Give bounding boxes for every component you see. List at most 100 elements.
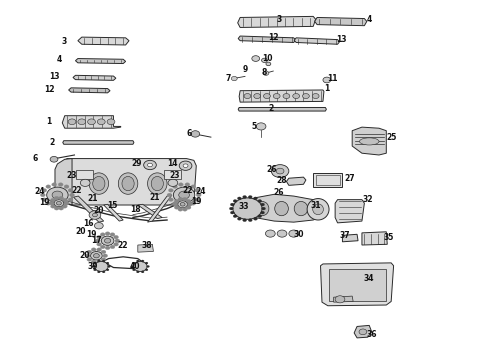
Text: 24: 24 xyxy=(195,187,205,196)
Circle shape xyxy=(42,189,47,192)
Circle shape xyxy=(40,193,45,197)
Circle shape xyxy=(169,189,173,192)
Polygon shape xyxy=(147,195,172,222)
Polygon shape xyxy=(352,127,386,155)
Circle shape xyxy=(147,163,152,167)
Circle shape xyxy=(262,58,268,63)
Circle shape xyxy=(178,208,183,211)
Circle shape xyxy=(49,202,54,205)
Circle shape xyxy=(195,198,200,202)
Circle shape xyxy=(191,202,196,205)
Circle shape xyxy=(185,204,190,207)
Circle shape xyxy=(132,269,135,271)
Text: 32: 32 xyxy=(363,195,373,204)
Circle shape xyxy=(92,265,95,267)
Circle shape xyxy=(93,213,98,217)
Text: 38: 38 xyxy=(141,240,152,249)
Circle shape xyxy=(108,265,111,267)
Circle shape xyxy=(183,164,188,167)
Circle shape xyxy=(253,197,257,200)
Circle shape xyxy=(115,239,120,243)
Circle shape xyxy=(42,198,47,202)
Polygon shape xyxy=(294,38,340,44)
Text: 12: 12 xyxy=(44,85,54,94)
Ellipse shape xyxy=(255,202,269,216)
Circle shape xyxy=(178,197,183,201)
Circle shape xyxy=(62,204,67,208)
Circle shape xyxy=(52,191,63,199)
Circle shape xyxy=(59,207,64,210)
Circle shape xyxy=(50,157,58,162)
Circle shape xyxy=(54,196,59,200)
Text: 2: 2 xyxy=(269,104,274,113)
Circle shape xyxy=(273,94,280,99)
Circle shape xyxy=(104,238,111,243)
Text: 23: 23 xyxy=(169,171,180,180)
Circle shape xyxy=(106,262,109,264)
Polygon shape xyxy=(315,18,367,26)
Circle shape xyxy=(229,207,233,210)
Text: 20: 20 xyxy=(75,227,86,236)
Circle shape xyxy=(114,243,119,246)
Polygon shape xyxy=(238,108,326,111)
Circle shape xyxy=(97,260,101,264)
Ellipse shape xyxy=(93,176,105,191)
Circle shape xyxy=(243,219,246,222)
Circle shape xyxy=(172,202,177,205)
Polygon shape xyxy=(138,244,153,252)
Circle shape xyxy=(114,235,119,239)
Text: 17: 17 xyxy=(91,235,102,244)
Polygon shape xyxy=(69,88,110,93)
Text: 12: 12 xyxy=(268,33,278,42)
Text: 16: 16 xyxy=(83,219,94,228)
Text: 33: 33 xyxy=(239,202,249,211)
Text: 8: 8 xyxy=(262,68,267,77)
Ellipse shape xyxy=(309,202,322,216)
Polygon shape xyxy=(238,36,295,42)
Text: 6: 6 xyxy=(33,154,38,163)
Circle shape xyxy=(253,217,257,220)
Circle shape xyxy=(195,189,200,192)
Text: 14: 14 xyxy=(168,159,178,168)
Circle shape xyxy=(97,235,101,239)
Circle shape xyxy=(106,269,109,271)
Circle shape xyxy=(101,236,114,246)
Circle shape xyxy=(50,198,55,202)
Text: 35: 35 xyxy=(384,233,394,242)
Circle shape xyxy=(56,202,61,205)
Ellipse shape xyxy=(89,173,109,194)
Circle shape xyxy=(88,119,96,125)
Circle shape xyxy=(52,183,57,186)
Circle shape xyxy=(263,71,269,75)
Polygon shape xyxy=(104,204,123,221)
Polygon shape xyxy=(78,37,129,45)
Circle shape xyxy=(261,211,265,214)
Bar xyxy=(316,175,340,185)
Circle shape xyxy=(196,193,201,197)
Text: 11: 11 xyxy=(327,74,338,83)
Text: 25: 25 xyxy=(386,133,396,142)
Circle shape xyxy=(233,215,237,217)
Circle shape xyxy=(174,199,179,203)
Ellipse shape xyxy=(307,199,329,220)
Circle shape xyxy=(145,262,148,264)
Polygon shape xyxy=(75,59,125,64)
Polygon shape xyxy=(73,75,116,80)
Circle shape xyxy=(248,219,252,222)
Text: 22: 22 xyxy=(182,186,193,195)
Polygon shape xyxy=(320,263,393,306)
Text: 30: 30 xyxy=(294,230,304,239)
Text: 29: 29 xyxy=(132,159,142,168)
Polygon shape xyxy=(65,158,196,205)
Circle shape xyxy=(110,245,115,249)
Circle shape xyxy=(173,203,178,206)
Circle shape xyxy=(87,258,92,261)
Circle shape xyxy=(271,165,289,177)
Polygon shape xyxy=(334,296,353,302)
Circle shape xyxy=(98,271,100,273)
Circle shape xyxy=(87,250,92,254)
Polygon shape xyxy=(62,116,121,128)
Text: 21: 21 xyxy=(88,194,98,203)
Text: 36: 36 xyxy=(367,330,377,339)
Ellipse shape xyxy=(275,202,288,216)
